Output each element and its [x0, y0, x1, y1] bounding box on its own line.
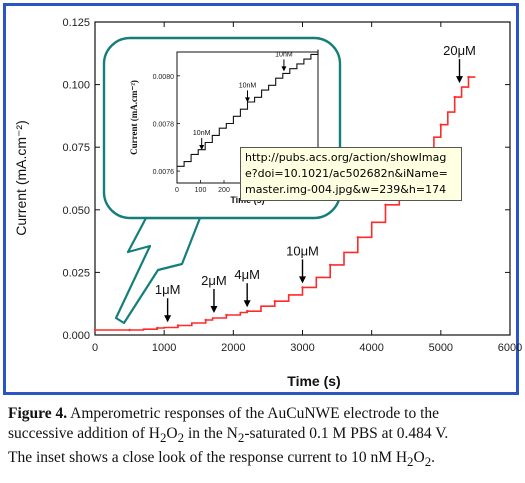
url-tooltip: http://pubs.acs.org/action/showImage?doi…	[240, 147, 462, 201]
data-point	[301, 286, 304, 289]
annotation-label: 4μM	[234, 267, 260, 282]
caption-lead: Figure 4.	[8, 405, 68, 422]
annotation-label: 2μM	[201, 273, 227, 288]
caption-sub: 2	[159, 430, 167, 446]
y-tick-label: 0.000	[62, 330, 90, 342]
data-point	[246, 310, 249, 313]
data-point	[156, 326, 159, 330]
inset-y-tick-label: 0.0076	[153, 169, 175, 176]
arrow-head	[164, 315, 172, 323]
annotation-label: 20μM	[443, 43, 476, 58]
inset-y-tick-label: 0.0078	[153, 121, 175, 128]
arrow-head	[299, 276, 306, 284]
data-point	[93, 328, 97, 332]
caption-text-2b: O	[166, 425, 178, 442]
caption-sub: 2	[177, 430, 185, 446]
x-tick-label: 3000	[290, 342, 314, 354]
inset-x-tick-label: 200	[218, 187, 230, 194]
y-tick-label: 0.075	[62, 142, 90, 154]
caption-line-1: Figure 4. Amperometric responses of the …	[8, 404, 520, 424]
caption-line-2: successive addition of H2O2 in the N2-sa…	[8, 424, 520, 448]
data-point	[128, 328, 131, 332]
data-point	[329, 263, 332, 267]
figure-caption: Figure 4. Amperometric responses of the …	[8, 404, 520, 472]
x-tick-label: 1000	[152, 342, 176, 354]
inset-annotation-label: 10nM	[239, 82, 257, 89]
x-tick-label: 4000	[359, 342, 383, 354]
lightning-connector	[114, 216, 202, 325]
data-point	[356, 236, 359, 239]
inset-arrow-head	[245, 97, 250, 103]
data-point	[439, 123, 442, 126]
data-point	[204, 318, 207, 322]
annotation-label: 10μM	[286, 243, 319, 258]
inset-arrow-head	[199, 145, 205, 151]
inset-x-tick-label: 100	[195, 187, 207, 194]
main-axes: 0 1000 2000 3000 4000 5000 60000.0000.0250.050…	[62, 17, 522, 354]
inset-y-axis-label: Current (mA.cm⁻²)	[129, 80, 139, 155]
y-axis-label: Current (mA.cm⁻²)	[13, 120, 29, 236]
series-line	[95, 76, 476, 331]
caption-line-3: The inset shows a close look of the resp…	[8, 448, 520, 472]
x-tick-label: 2000	[221, 342, 245, 354]
caption-text-3c: .	[431, 449, 436, 467]
data-point	[453, 95, 456, 99]
main-annotations: 1μM 2μM 4μM 10μM 20μM	[155, 43, 476, 323]
arrow-head	[243, 300, 251, 308]
caption-text-2d: -saturated 0.1 M PBS at 0.484 V.	[244, 425, 449, 442]
y-tick-label: 0.025	[62, 267, 90, 279]
inset-x-tick-label: 0	[175, 187, 179, 194]
inset-annotation-label: 10nM	[275, 51, 293, 58]
caption-sub: 2	[424, 454, 432, 470]
inset-annotation-label: 10nM	[193, 130, 211, 137]
caption-sub: 2	[407, 454, 414, 470]
x-tick-label: 0	[92, 342, 98, 354]
data-point	[467, 75, 470, 79]
caption-text-1: Amperometric responses of the AuCuNWE el…	[67, 405, 440, 422]
y-tick-label: 0.050	[62, 205, 90, 217]
caption-text-2a: successive addition of H	[8, 425, 160, 442]
data-point	[225, 313, 228, 317]
y-tick-label: 0.100	[62, 80, 90, 92]
data-point	[176, 324, 180, 327]
x-tick-label: 5000	[429, 342, 453, 354]
data-point	[273, 300, 276, 303]
caption-text-3a: The inset shows a close look of the resp…	[8, 449, 408, 467]
data-point	[384, 203, 387, 206]
y-tick-label: 0.125	[62, 17, 90, 29]
caption-text-3b: O	[413, 449, 425, 467]
x-axis-label: Time (s)	[287, 373, 340, 389]
caption-sub: 2	[237, 430, 245, 446]
arrow-head	[210, 305, 218, 313]
inset-y-tick-label: 0.0080	[153, 74, 175, 81]
inset-arrow-head	[281, 66, 287, 72]
x-tick-label: 6000	[498, 342, 522, 354]
arrow-head	[456, 76, 464, 84]
annotation-label: 1μM	[155, 282, 181, 297]
caption-text-2c: in the N	[184, 425, 238, 442]
